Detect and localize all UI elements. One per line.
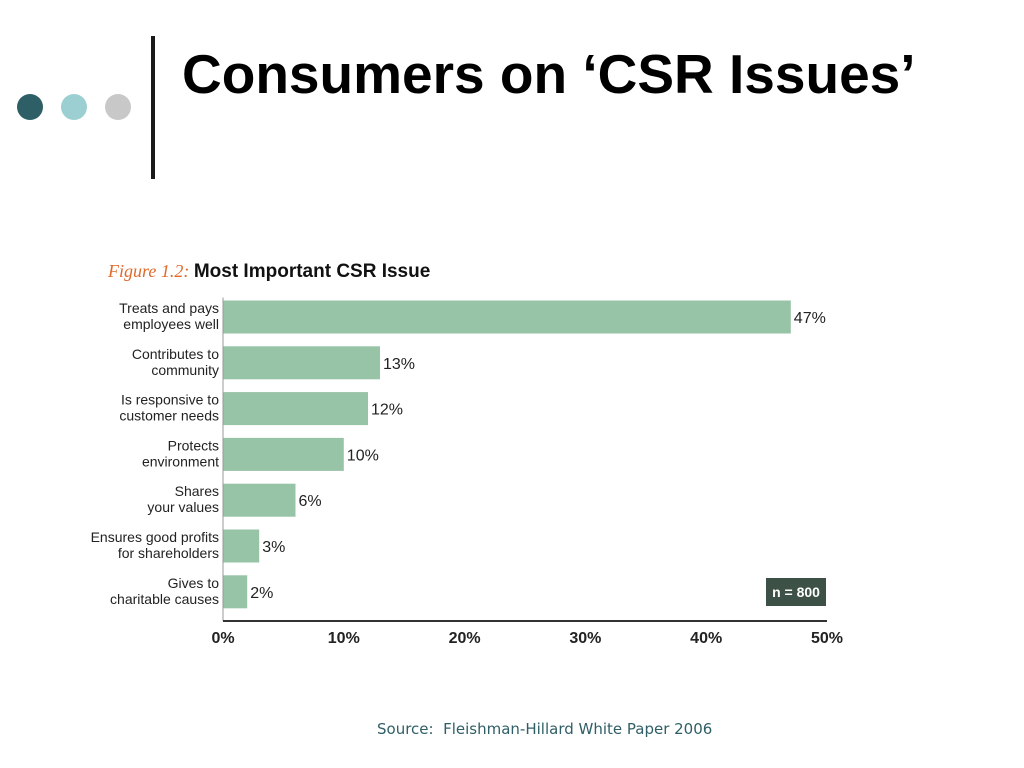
figure-heading: Figure 1.2: Most Important CSR Issue (107, 261, 430, 282)
x-tick-label: 0% (211, 630, 234, 647)
category-label: Shares your values (147, 483, 219, 515)
bar (223, 300, 791, 334)
value-label: 10% (347, 447, 379, 464)
value-label: 3% (262, 539, 285, 556)
bar (223, 392, 368, 426)
value-label: 6% (299, 493, 322, 510)
chart-container: Figure 1.2: Most Important CSR Issue Trea… (80, 250, 860, 660)
sample-size-label: n = 800 (772, 584, 820, 600)
dot-light-teal (61, 94, 87, 120)
bar (223, 575, 248, 609)
dot-gray (105, 94, 131, 120)
decorative-dots (17, 94, 137, 120)
bar (223, 483, 296, 517)
category-label: Protects environment (142, 437, 219, 469)
value-label: 13% (383, 356, 415, 373)
category-label: Treats and pays employees well (119, 300, 219, 332)
bar (223, 437, 344, 471)
chart-title: Most Important CSR Issue (194, 261, 430, 282)
value-label: 12% (371, 402, 403, 419)
title-divider (151, 36, 155, 179)
x-tick-label: 20% (449, 630, 481, 647)
bar (223, 529, 260, 563)
x-tick-label: 40% (690, 630, 722, 647)
bar (223, 346, 380, 380)
x-tick-label: 10% (328, 630, 360, 647)
sample-size-badge (766, 578, 826, 606)
slide-title: Consumers on ‘CSR Issues’ (182, 43, 916, 105)
value-label: 47% (794, 310, 826, 327)
bar-chart: Figure 1.2: Most Important CSR Issue Trea… (91, 261, 843, 647)
figure-number: Figure 1.2: (107, 261, 194, 281)
x-tick-label: 30% (569, 630, 601, 647)
category-label: Is responsive to customer needs (119, 392, 219, 424)
x-tick-label: 50% (811, 630, 843, 647)
dot-dark-teal (17, 94, 43, 120)
category-label: Gives to charitable causes (110, 575, 219, 607)
value-label: 2% (250, 585, 273, 602)
category-label: Contributes to community (132, 346, 219, 378)
category-label: Ensures good profits for shareholders (91, 529, 219, 561)
source-note: Source: Fleishman-Hillard White Paper 20… (377, 720, 713, 738)
